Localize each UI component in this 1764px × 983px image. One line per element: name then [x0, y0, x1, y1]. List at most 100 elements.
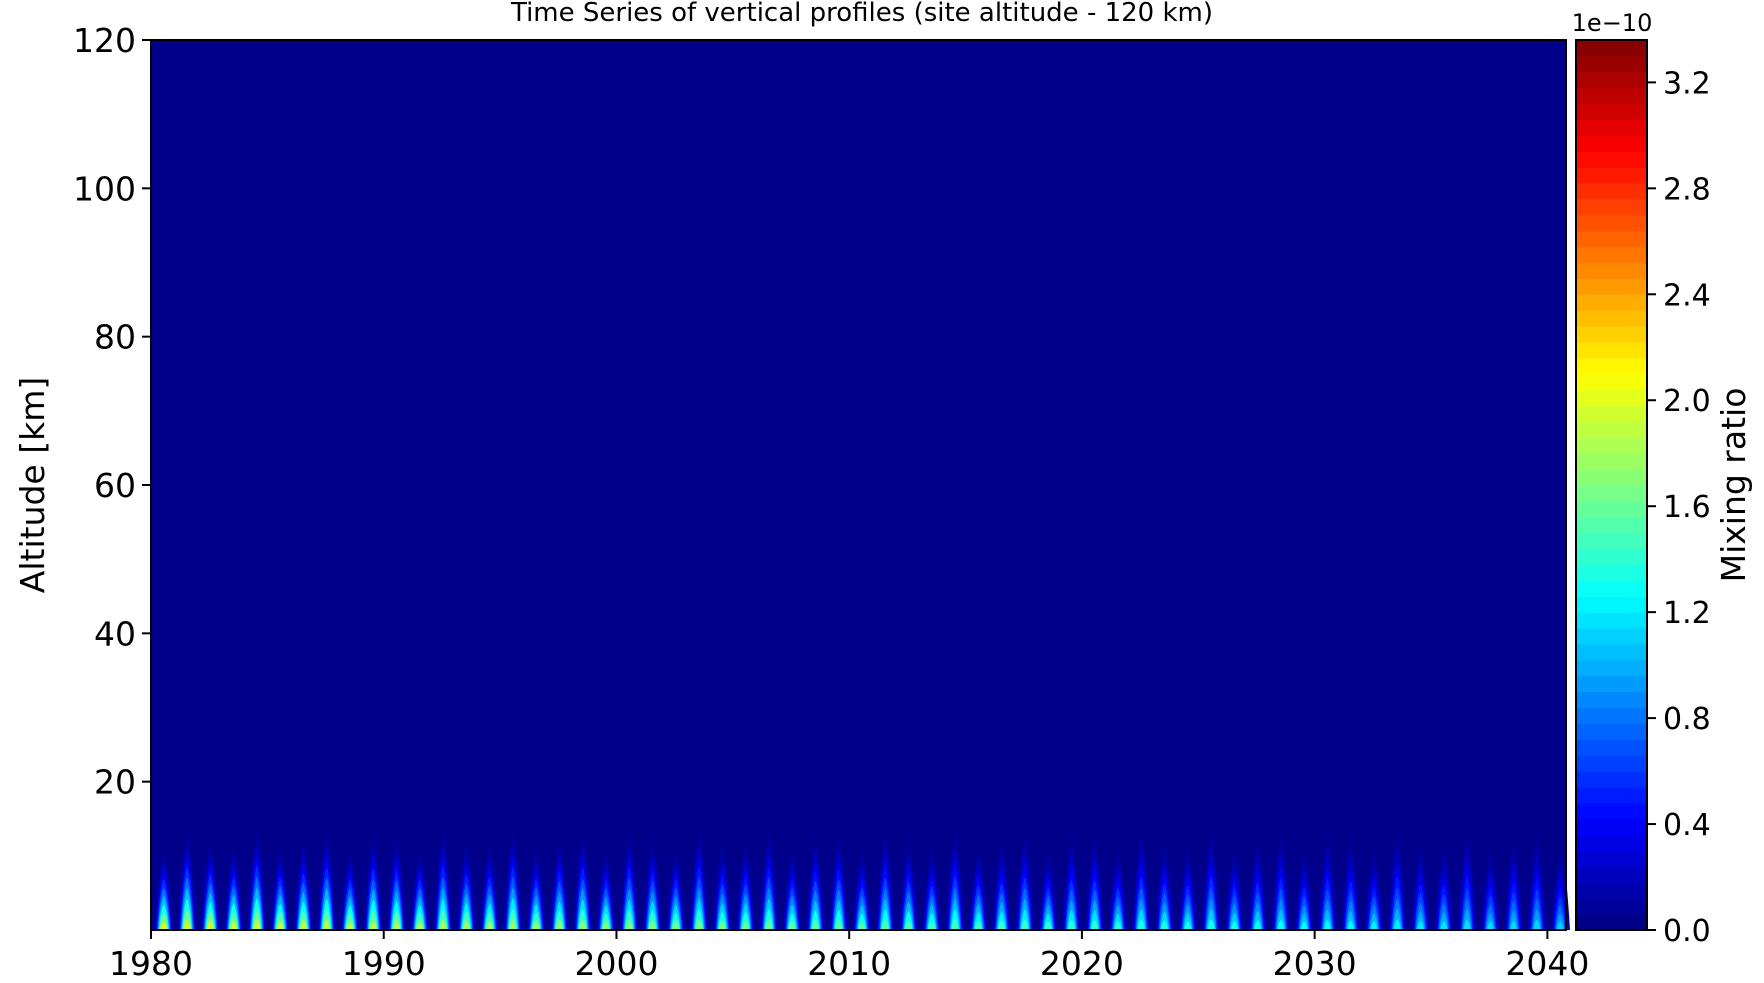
y-tick-label: 120 — [73, 21, 136, 60]
plume — [898, 833, 919, 930]
plume-contour — [486, 920, 494, 930]
colorbar-band — [1576, 40, 1647, 57]
y-tick-label: 100 — [73, 169, 136, 208]
colorbar-tick-label: 2.4 — [1663, 278, 1711, 313]
plume — [503, 822, 523, 930]
plume — [1434, 838, 1454, 930]
plume-contour — [160, 921, 168, 930]
colorbar-band — [1576, 294, 1647, 311]
colorbar-band — [1576, 198, 1647, 216]
colorbar-band — [1576, 500, 1647, 518]
colorbar-label: Mixing ratio — [1714, 388, 1753, 583]
plume — [223, 840, 244, 930]
colorbar-bands — [1576, 40, 1647, 931]
plume-contour — [1277, 919, 1285, 930]
plume-contour — [881, 919, 889, 930]
plume-contour — [1323, 919, 1332, 930]
colorbar-band — [1576, 469, 1647, 486]
plume-contour — [1137, 919, 1145, 930]
plume — [526, 842, 546, 930]
colorbar-band — [1576, 516, 1647, 534]
colorbar-band — [1576, 643, 1647, 661]
plume — [828, 827, 849, 930]
plume — [1038, 844, 1058, 930]
y-tick-label: 60 — [94, 466, 136, 505]
plume-contour — [951, 919, 959, 930]
colorbar-band — [1576, 882, 1647, 899]
colorbar: 0.0 0.4 0.8 1.2 1.6 2.0 2.4 2.8 3.2 1e−10 Mixing… — [1572, 9, 1753, 949]
plume-contour — [1230, 921, 1238, 930]
plume — [316, 824, 337, 930]
colorbar-band — [1576, 167, 1647, 184]
plume — [1410, 837, 1431, 930]
plume-contour — [1533, 919, 1541, 930]
plume — [270, 841, 290, 930]
colorbar-band — [1576, 119, 1647, 136]
plume — [293, 834, 314, 930]
colorbar-band — [1576, 755, 1647, 772]
y-tick-label: 20 — [94, 763, 136, 802]
y-tick-label: 40 — [94, 614, 136, 653]
plume — [1527, 826, 1547, 930]
plume — [968, 840, 989, 930]
colorbar-tick-label: 1.6 — [1663, 490, 1711, 525]
colorbar-band — [1576, 691, 1647, 709]
colorbar-tick-label: 0.4 — [1663, 808, 1711, 843]
plot-background — [151, 40, 1566, 930]
plume-contour — [509, 919, 517, 930]
plume — [479, 839, 500, 930]
colorbar-band — [1576, 707, 1647, 724]
colorbar-band — [1576, 564, 1647, 581]
colorbar-band — [1576, 87, 1647, 105]
y-axis: 20 40 60 80 100 120 — [73, 21, 151, 802]
plume-contour — [1160, 920, 1169, 930]
plume-contour — [1440, 920, 1448, 930]
colorbar-band — [1576, 771, 1647, 788]
plume — [875, 824, 896, 930]
plume-contour — [1556, 921, 1564, 930]
plume — [200, 835, 221, 930]
plume-contour — [928, 921, 936, 930]
colorbar-band — [1576, 866, 1647, 883]
plume — [1224, 842, 1245, 930]
colorbar-band — [1576, 183, 1647, 200]
x-tick-label: 2020 — [1040, 944, 1124, 983]
x-tick-label: 2040 — [1505, 944, 1589, 983]
plume — [991, 835, 1012, 930]
plume-contour — [1300, 921, 1308, 930]
colorbar-tick-label: 3.2 — [1663, 66, 1711, 101]
chart-title: Time Series of vertical profiles (site a… — [510, 0, 1213, 28]
x-tick-label: 2000 — [574, 944, 658, 983]
plume — [1317, 827, 1338, 930]
plume-contour — [695, 919, 703, 930]
colorbar-band — [1576, 485, 1647, 502]
colorbar-band — [1576, 548, 1647, 566]
colorbar-band — [1576, 675, 1647, 693]
plume-contour — [1347, 920, 1355, 930]
x-tick-label: 2030 — [1273, 944, 1357, 983]
plume-contour — [1416, 920, 1425, 930]
plume — [712, 838, 733, 930]
plume-contour — [555, 920, 564, 930]
x-tick-label: 2010 — [807, 944, 891, 983]
colorbar-band — [1576, 914, 1647, 931]
plume-contour — [765, 919, 773, 930]
colorbar-band — [1576, 357, 1647, 375]
colorbar-tick-label: 0.8 — [1663, 702, 1711, 737]
colorbar-band — [1576, 103, 1647, 121]
plume — [1154, 835, 1175, 930]
colorbar-band — [1576, 135, 1647, 152]
colorbar-band — [1576, 373, 1647, 391]
plume-contour — [648, 920, 657, 930]
plume-contour — [835, 919, 843, 930]
plume — [642, 832, 663, 930]
plume-contour — [1486, 921, 1494, 930]
plume-contour — [1510, 920, 1518, 930]
plume-contour — [1207, 919, 1215, 930]
plume-contour — [462, 920, 470, 930]
colorbar-band — [1576, 834, 1647, 852]
plume — [1340, 830, 1361, 930]
plume — [1480, 843, 1501, 930]
plume — [1247, 833, 1268, 930]
plume-contour — [811, 920, 820, 930]
